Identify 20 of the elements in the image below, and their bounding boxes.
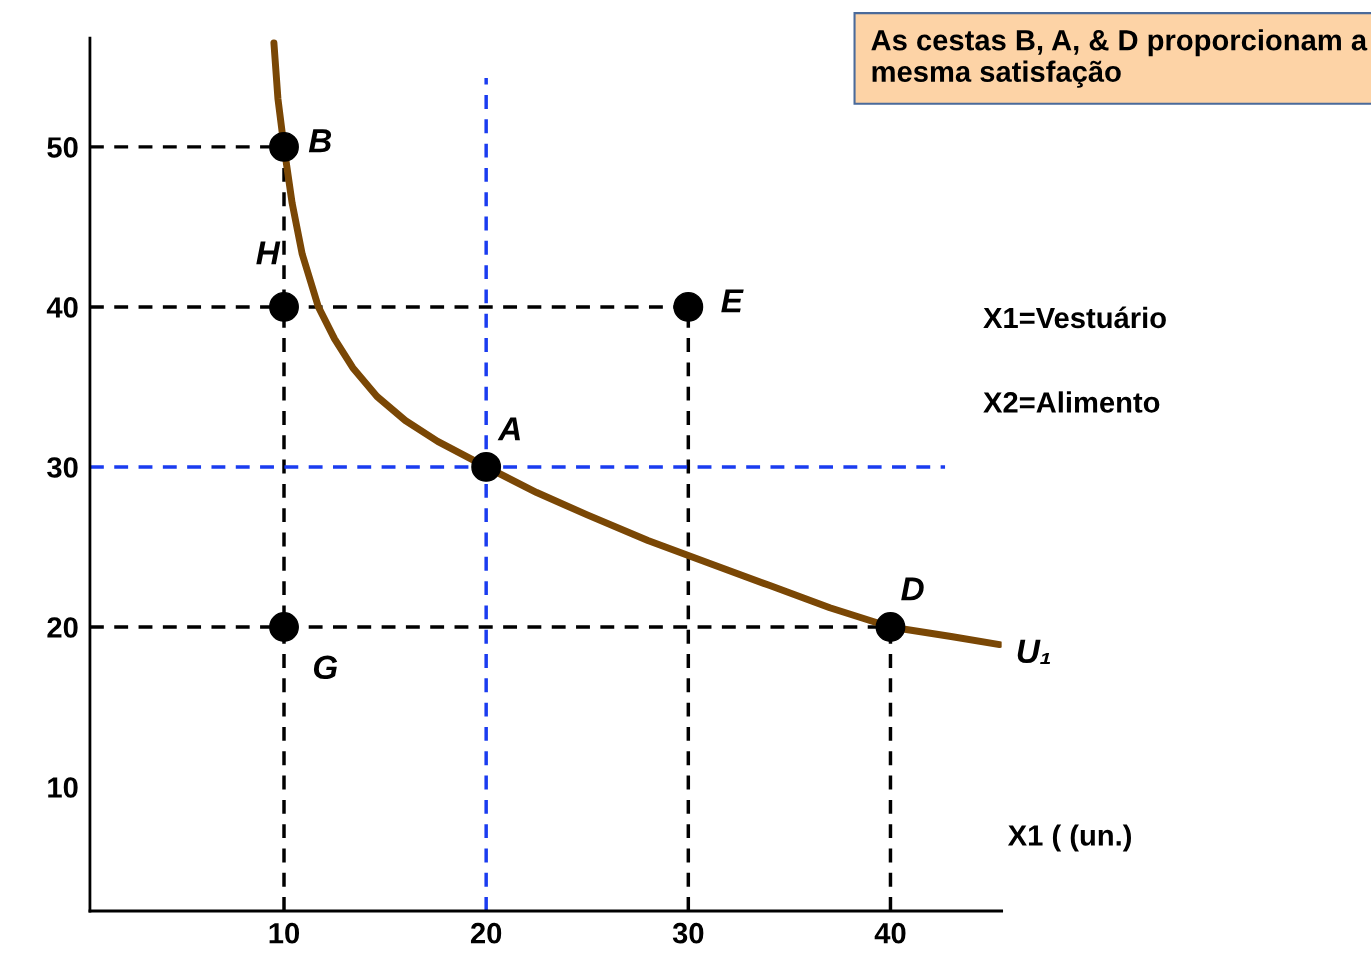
annotation: E (721, 289, 744, 313)
y-tick-label: 30 (47, 457, 78, 478)
y-tick-label: 10 (48, 777, 78, 798)
annotation: D (901, 577, 924, 601)
x-tick-label: 10 (269, 922, 300, 944)
annotation: G (313, 655, 338, 680)
annotation: As cestas B, A, & D proporcionam a mesma satisfação (871, 29, 1368, 88)
x-tick-label: 30 (672, 922, 704, 944)
annotation: H (256, 241, 281, 265)
text: X1 ( (un.) (1007, 824, 1131, 852)
annotation: X2=Alimento (983, 391, 1160, 413)
annotation: A (497, 417, 520, 441)
annotation: B (308, 129, 332, 153)
annotation: X1=Vestuário (983, 306, 1166, 329)
x-tick-label: 40 (874, 922, 906, 944)
y-tick-label: 20 (47, 617, 78, 638)
x-tick-label: 20 (470, 922, 502, 944)
y-tick-label: 40 (46, 297, 78, 318)
y-tick-label: 50 (47, 137, 78, 158)
series-label: U₁ (1017, 639, 1051, 664)
